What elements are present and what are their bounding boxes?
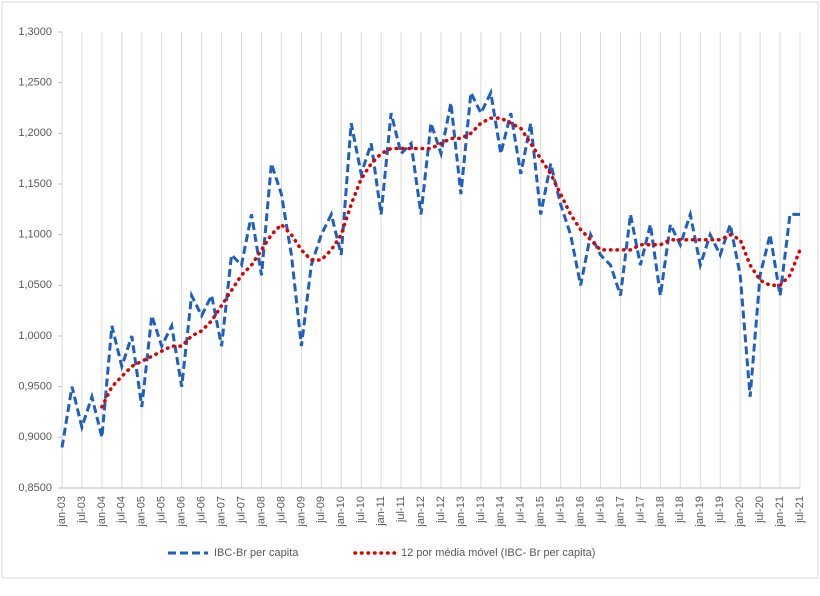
x-tick-label: jan-21 bbox=[774, 496, 786, 528]
y-tick-label: 1,1000 bbox=[18, 229, 52, 241]
x-tick-label: jan-19 bbox=[694, 496, 706, 528]
x-tick-label: jan-03 bbox=[56, 496, 68, 528]
x-tick-label: jan-09 bbox=[295, 496, 307, 528]
y-tick-label: 1,2500 bbox=[18, 77, 52, 89]
x-tick-label: jul-05 bbox=[156, 496, 168, 524]
x-tick-label: jul-20 bbox=[754, 496, 766, 524]
y-tick-label: 1,1500 bbox=[18, 178, 52, 190]
legend-label: IBC-Br per capita bbox=[214, 547, 299, 559]
x-tick-label: jan-12 bbox=[415, 496, 427, 528]
x-tick-label: jul-17 bbox=[634, 496, 646, 524]
series-line bbox=[100, 116, 802, 409]
y-tick-label: 1,2000 bbox=[18, 127, 52, 139]
y-tick-label: 1,0500 bbox=[18, 279, 52, 291]
x-tick-label: jul-06 bbox=[196, 496, 208, 524]
x-tick-label: jul-13 bbox=[475, 496, 487, 524]
y-tick-label: 1,3000 bbox=[18, 26, 52, 38]
x-tick-label: jul-19 bbox=[714, 496, 726, 524]
x-tick-label: jul-03 bbox=[76, 496, 88, 524]
x-tick-label: jan-13 bbox=[455, 496, 467, 528]
x-tick-label: jan-06 bbox=[176, 496, 188, 528]
x-tick-label: jul-07 bbox=[235, 496, 247, 524]
y-tick-label: 0,8500 bbox=[18, 482, 52, 494]
series-line bbox=[60, 87, 800, 448]
x-tick-label: jan-04 bbox=[96, 496, 108, 528]
x-tick-label: jul-09 bbox=[315, 496, 327, 524]
x-tick-label: jul-18 bbox=[674, 496, 686, 524]
x-tick-label: jan-11 bbox=[375, 496, 387, 527]
y-tick-label: 1,0000 bbox=[18, 330, 52, 342]
x-tick-label: jan-17 bbox=[614, 496, 626, 528]
x-tick-label: jan-14 bbox=[495, 496, 507, 528]
x-tick-label: jul-21 bbox=[794, 496, 806, 524]
x-tick-label: jan-20 bbox=[734, 496, 746, 528]
x-tick-label: jan-05 bbox=[136, 496, 148, 528]
x-tick-label: jul-16 bbox=[594, 496, 606, 524]
x-tick-label: jan-07 bbox=[215, 496, 227, 528]
x-tick-label: jan-16 bbox=[575, 496, 587, 528]
y-tick-label: 0,9000 bbox=[18, 431, 52, 443]
x-tick-label: jul-08 bbox=[275, 496, 287, 524]
x-tick-label: jul-12 bbox=[435, 496, 447, 524]
x-tick-label: jan-18 bbox=[654, 496, 666, 528]
x-tick-label: jul-04 bbox=[116, 496, 128, 524]
x-tick-label: jul-10 bbox=[355, 496, 367, 524]
y-tick-label: 0,9500 bbox=[18, 381, 52, 393]
chart-frame bbox=[1, 1, 819, 579]
x-tick-label: jan-15 bbox=[535, 496, 547, 528]
x-tick-label: jan-10 bbox=[335, 496, 347, 528]
x-tick-label: jul-14 bbox=[515, 496, 527, 524]
x-tick-label: jul-11 bbox=[395, 496, 407, 523]
x-tick-label: jul-15 bbox=[555, 496, 567, 524]
legend-label: 12 por média móvel (IBC- Br per capita) bbox=[401, 547, 595, 559]
x-tick-label: jan-08 bbox=[255, 496, 267, 528]
